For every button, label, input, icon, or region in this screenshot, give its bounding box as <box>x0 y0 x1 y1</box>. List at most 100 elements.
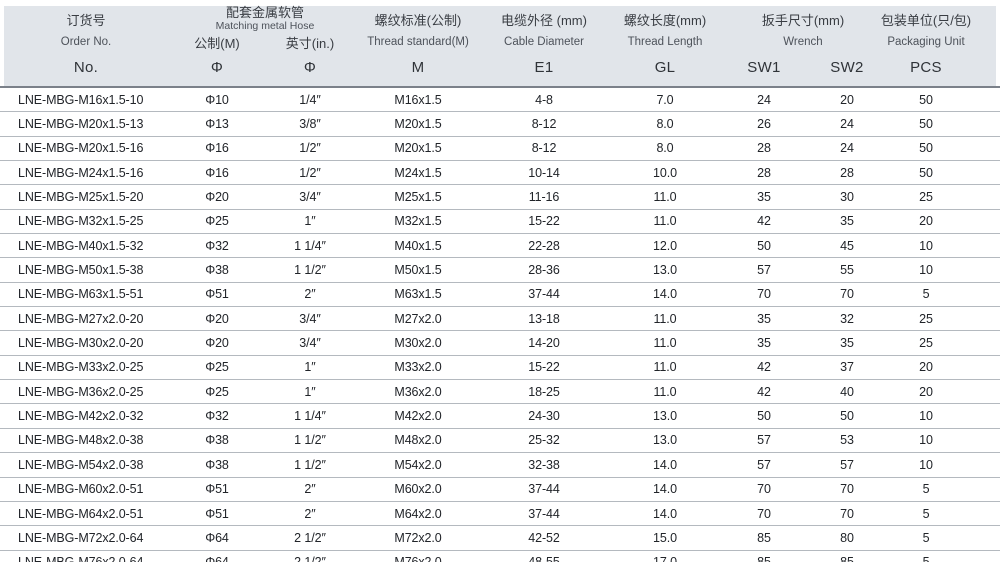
cell-packaging-pcs: 50 <box>919 165 933 180</box>
cell-wrench-sw2: 35 <box>840 214 854 229</box>
cell-thread-standard: M27x2.0 <box>394 311 442 326</box>
cell-thread-length: 14.0 <box>653 287 677 302</box>
table-row: LNE-MBG-M33x2.0-25 Φ25 1″ M33x2.0 15-22 11.0 4… <box>0 356 1000 381</box>
cell-order-no: LNE-MBG-M33x2.0-25 <box>18 360 144 375</box>
cell-hose-metric: Φ25 <box>205 360 229 375</box>
table-row: LNE-MBG-M54x2.0-38 Φ38 1 1/2″ M54x2.0 32-38 1… <box>0 453 1000 478</box>
cell-hose-inch: 1 1/4″ <box>294 409 326 424</box>
header-sym-m: M <box>411 58 425 76</box>
cell-wrench-sw2: 57 <box>840 457 854 472</box>
cell-packaging-pcs: 10 <box>919 238 933 253</box>
cell-packaging-pcs: 10 <box>919 433 933 448</box>
cell-cable-diameter: 18-25 <box>528 384 560 399</box>
cell-packaging-pcs: 20 <box>919 214 933 229</box>
cell-hose-metric: Φ32 <box>205 238 229 253</box>
cell-order-no: LNE-MBG-M24x1.5-16 <box>18 165 144 180</box>
cell-thread-length: 10.0 <box>653 165 677 180</box>
cell-thread-length: 14.0 <box>653 506 677 521</box>
cell-cable-diameter: 8-12 <box>531 141 557 156</box>
cell-cable-diameter: 25-32 <box>528 433 560 448</box>
header-order-en: Order No. <box>60 36 112 48</box>
cell-packaging-pcs: 10 <box>919 409 933 424</box>
cell-hose-metric: Φ38 <box>205 433 229 448</box>
cell-wrench-sw1: 85 <box>757 530 771 545</box>
cell-thread-length: 13.0 <box>653 433 677 448</box>
header-hose-metric-label: 公制(M) <box>194 35 240 51</box>
cell-order-no: LNE-MBG-M32x1.5-25 <box>18 214 144 229</box>
table-row: LNE-MBG-M16x1.5-10 Φ10 1/4″ M16x1.5 4-8 7.0 24… <box>0 88 1000 113</box>
cell-wrench-sw2: 45 <box>840 238 854 253</box>
header-length-en: Thread Length <box>627 36 703 48</box>
cell-wrench-sw2: 24 <box>840 141 854 156</box>
cell-hose-metric: Φ64 <box>172 551 262 562</box>
cell-cable-diameter: 8-12 <box>531 117 557 132</box>
cell-packaging-pcs: 20 <box>919 360 933 375</box>
cell-hose-inch: 1/2″ <box>299 165 321 180</box>
cell-thread-length: 11.0 <box>653 311 677 326</box>
cell-hose-inch: 2″ <box>304 287 316 302</box>
cell-cable-diameter: 24-30 <box>528 409 560 424</box>
cell-order-no: LNE-MBG-M40x1.5-32 <box>18 238 144 253</box>
cell-order-no: LNE-MBG-M50x1.5-38 <box>18 263 144 278</box>
cell-hose-metric: Φ32 <box>205 409 229 424</box>
cell-packaging-pcs: 5 <box>922 482 930 497</box>
cell-wrench-sw2: 70 <box>840 287 854 302</box>
cell-wrench-sw1: 42 <box>757 384 771 399</box>
cell-packaging-pcs: 5 <box>922 287 930 302</box>
cell-cable-diameter: 15-22 <box>528 360 560 375</box>
cell-thread-length: 13.0 <box>653 409 677 424</box>
cell-thread-standard: M48x2.0 <box>394 433 442 448</box>
cell-cable-diameter: 42-52 <box>528 530 560 545</box>
cell-thread-length: 17.0 <box>610 551 720 562</box>
cell-thread-standard: M63x1.5 <box>394 287 442 302</box>
cell-wrench-sw1: 50 <box>757 238 771 253</box>
cell-hose-inch: 1/2″ <box>299 141 321 156</box>
cell-hose-inch: 1/4″ <box>299 92 321 107</box>
cell-cable-diameter: 15-22 <box>528 214 560 229</box>
cell-thread-length: 8.0 <box>656 141 674 156</box>
cell-hose-inch: 2 1/2″ <box>294 530 326 545</box>
cell-wrench-sw1: 57 <box>757 457 771 472</box>
cell-hose-inch: 3/4″ <box>299 311 321 326</box>
cell-hose-metric: Φ64 <box>205 530 229 545</box>
cell-wrench-sw2: 85 <box>808 551 886 562</box>
header-sym-pcs: PCS <box>910 58 942 76</box>
cell-hose-metric: Φ13 <box>205 117 229 132</box>
cell-order-no: LNE-MBG-M60x2.0-51 <box>18 482 144 497</box>
cell-cable-diameter: 37-44 <box>528 482 560 497</box>
cell-wrench-sw2: 80 <box>840 530 854 545</box>
cell-thread-length: 13.0 <box>653 263 677 278</box>
cell-thread-standard: M42x2.0 <box>394 409 442 424</box>
cell-order-no: LNE-MBG-M42x2.0-32 <box>18 409 144 424</box>
cell-wrench-sw2: 70 <box>840 482 854 497</box>
header-hose-en: Matching metal Hose <box>215 19 315 32</box>
cell-packaging-pcs: 50 <box>919 92 933 107</box>
cell-hose-metric: Φ20 <box>205 336 229 351</box>
cell-hose-inch: 2″ <box>304 482 316 497</box>
cell-hose-metric: Φ38 <box>205 457 229 472</box>
cell-thread-length: 12.0 <box>653 238 677 253</box>
cell-wrench-sw2: 35 <box>840 336 854 351</box>
table-row: LNE-MBG-M25x1.5-20 Φ20 3/4″ M25x1.5 11-16 11.… <box>0 185 1000 210</box>
cell-order-no: LNE-MBG-M25x1.5-20 <box>18 190 144 205</box>
header-order-cn: 订货号 <box>66 12 106 28</box>
table-row: LNE-MBG-M36x2.0-25 Φ25 1″ M36x2.0 18-25 11.0 4… <box>0 380 1000 405</box>
cell-thread-standard: M60x2.0 <box>394 482 442 497</box>
cell-packaging-pcs: 5 <box>922 530 930 545</box>
header-wrench-cn: 扳手尺寸(mm) <box>761 12 845 28</box>
cell-order-no: LNE-MBG-M63x1.5-51 <box>18 287 144 302</box>
cell-thread-standard: M76x2.0 <box>358 551 478 562</box>
cell-order-no: LNE-MBG-M30x2.0-20 <box>18 336 144 351</box>
cell-wrench-sw1: 28 <box>757 141 771 156</box>
header-cable-en: Cable Diameter <box>504 36 584 48</box>
cell-wrench-sw2: 50 <box>840 409 854 424</box>
cell-thread-standard: M20x1.5 <box>394 141 442 156</box>
cell-thread-length: 14.0 <box>653 482 677 497</box>
header-hose-cn: 配套金属软管 <box>225 5 304 21</box>
table-row: LNE-MBG-M32x1.5-25 Φ25 1″ M32x1.5 15-22 11.0 4… <box>0 210 1000 235</box>
cell-packaging-pcs: 25 <box>919 311 933 326</box>
cell-wrench-sw1: 50 <box>757 409 771 424</box>
cell-cable-diameter: 14-20 <box>528 336 560 351</box>
